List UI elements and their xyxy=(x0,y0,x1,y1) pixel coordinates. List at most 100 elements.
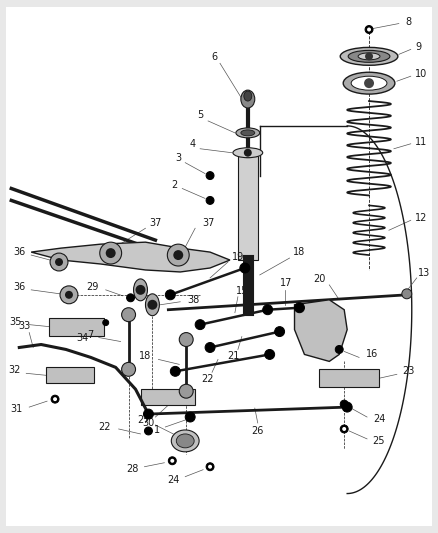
Circle shape xyxy=(122,308,135,321)
FancyBboxPatch shape xyxy=(46,367,94,383)
Circle shape xyxy=(195,320,205,329)
Text: 30: 30 xyxy=(142,418,155,428)
Circle shape xyxy=(100,242,122,264)
Text: 36: 36 xyxy=(13,247,25,257)
Text: 37: 37 xyxy=(202,219,214,228)
Text: 6: 6 xyxy=(211,52,217,62)
Text: 19: 19 xyxy=(232,252,244,262)
Text: 37: 37 xyxy=(149,219,162,228)
Circle shape xyxy=(244,149,252,157)
Circle shape xyxy=(208,465,212,469)
Ellipse shape xyxy=(348,51,390,62)
Circle shape xyxy=(55,258,63,266)
Ellipse shape xyxy=(358,53,380,60)
Text: 18: 18 xyxy=(293,247,306,257)
Circle shape xyxy=(367,28,371,31)
Circle shape xyxy=(179,384,193,398)
Ellipse shape xyxy=(176,434,194,448)
Ellipse shape xyxy=(171,430,199,452)
Circle shape xyxy=(135,285,145,295)
Circle shape xyxy=(144,409,153,419)
FancyBboxPatch shape xyxy=(319,369,379,387)
Circle shape xyxy=(170,459,174,463)
Circle shape xyxy=(340,400,348,408)
Text: 20: 20 xyxy=(313,274,325,284)
Circle shape xyxy=(240,263,250,273)
Circle shape xyxy=(185,412,195,422)
Polygon shape xyxy=(294,300,347,361)
Circle shape xyxy=(263,305,273,314)
Text: 4: 4 xyxy=(189,139,195,149)
Circle shape xyxy=(167,244,189,266)
Ellipse shape xyxy=(145,294,159,316)
Circle shape xyxy=(65,291,73,299)
Circle shape xyxy=(294,303,304,313)
Ellipse shape xyxy=(241,130,255,136)
Circle shape xyxy=(205,343,215,352)
Text: 25: 25 xyxy=(373,436,385,446)
Text: 31: 31 xyxy=(10,404,22,414)
Text: 12: 12 xyxy=(414,213,427,223)
Circle shape xyxy=(365,26,373,34)
Text: 24: 24 xyxy=(167,475,180,484)
Circle shape xyxy=(148,300,157,310)
Circle shape xyxy=(364,78,374,88)
Circle shape xyxy=(53,397,57,401)
Circle shape xyxy=(365,52,373,60)
Circle shape xyxy=(340,425,348,433)
Text: 35: 35 xyxy=(9,317,21,327)
Text: 26: 26 xyxy=(251,426,264,436)
Text: 38: 38 xyxy=(187,295,199,305)
Circle shape xyxy=(170,366,180,376)
Polygon shape xyxy=(31,242,230,272)
Text: 10: 10 xyxy=(415,69,427,79)
Text: 8: 8 xyxy=(406,17,412,27)
Circle shape xyxy=(335,345,343,353)
Ellipse shape xyxy=(340,47,398,65)
Ellipse shape xyxy=(244,91,252,101)
Text: 24: 24 xyxy=(373,414,385,424)
Circle shape xyxy=(173,250,183,260)
Text: 32: 32 xyxy=(8,365,21,375)
Text: 16: 16 xyxy=(366,350,378,359)
Text: 2: 2 xyxy=(171,180,177,190)
Circle shape xyxy=(206,172,214,180)
Circle shape xyxy=(275,327,285,336)
Ellipse shape xyxy=(236,128,260,138)
Text: 1: 1 xyxy=(154,425,160,435)
Circle shape xyxy=(106,248,116,258)
Text: 28: 28 xyxy=(127,464,139,474)
Circle shape xyxy=(206,463,214,471)
Circle shape xyxy=(342,402,352,412)
Circle shape xyxy=(50,253,68,271)
Circle shape xyxy=(265,350,275,359)
Text: 34: 34 xyxy=(77,333,89,343)
Text: 22: 22 xyxy=(201,374,213,384)
Ellipse shape xyxy=(351,76,387,90)
Text: 5: 5 xyxy=(197,110,203,120)
Circle shape xyxy=(103,320,109,326)
Text: 13: 13 xyxy=(417,268,430,278)
Text: 11: 11 xyxy=(415,137,427,147)
Circle shape xyxy=(60,286,78,304)
Text: 27: 27 xyxy=(137,415,150,425)
Text: 29: 29 xyxy=(87,282,99,292)
Circle shape xyxy=(402,289,412,299)
Text: 18: 18 xyxy=(139,351,152,361)
Ellipse shape xyxy=(343,72,395,94)
Text: 9: 9 xyxy=(416,43,422,52)
Text: 17: 17 xyxy=(280,278,293,288)
Text: 3: 3 xyxy=(175,152,181,163)
Text: 7: 7 xyxy=(87,329,93,340)
Ellipse shape xyxy=(241,90,255,108)
Text: 21: 21 xyxy=(228,351,240,361)
Circle shape xyxy=(127,294,134,302)
Circle shape xyxy=(165,290,175,300)
Text: 15: 15 xyxy=(236,286,248,296)
Text: 33: 33 xyxy=(18,321,30,330)
Circle shape xyxy=(168,457,176,465)
Circle shape xyxy=(179,333,193,346)
FancyBboxPatch shape xyxy=(238,156,258,260)
Circle shape xyxy=(122,362,135,376)
Text: 23: 23 xyxy=(403,366,415,376)
